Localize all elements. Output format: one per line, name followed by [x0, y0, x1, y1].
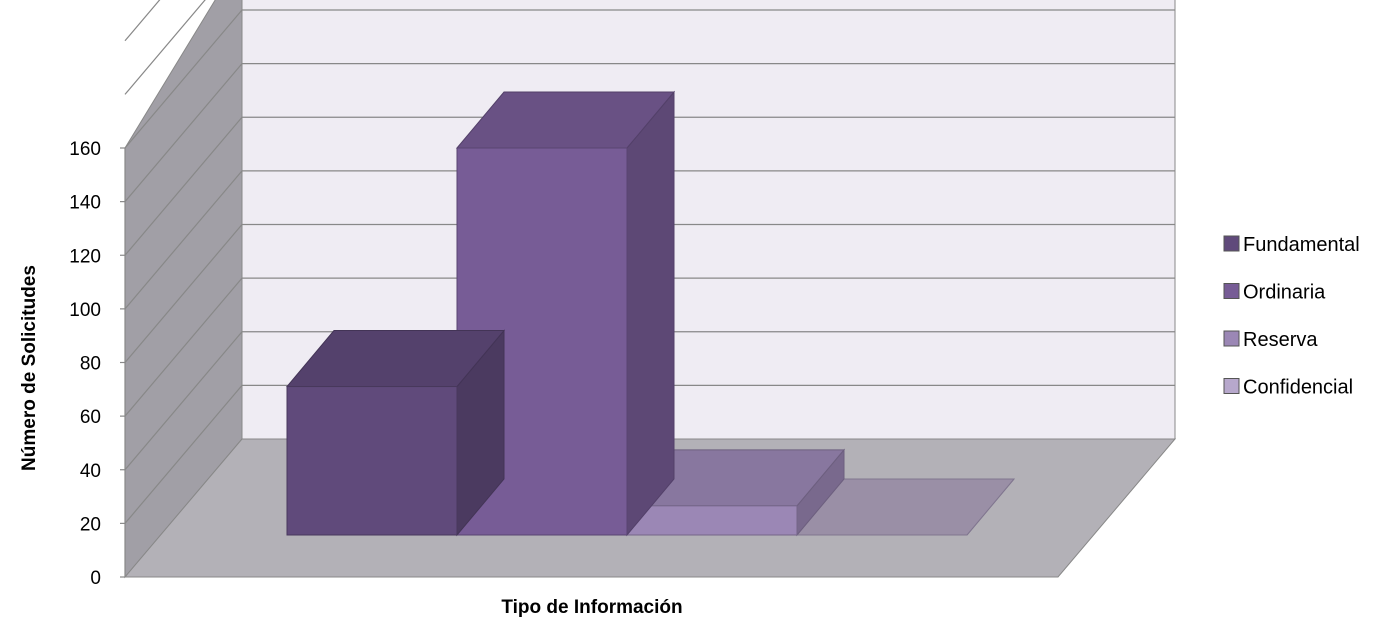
bar-front-face: [286, 386, 458, 536]
bar-reserva: [625, 448, 846, 537]
legend-label-fundamental: Fundamental: [1243, 234, 1360, 256]
y-axis-title: Número de Solicitudes: [19, 265, 40, 471]
y-tick-label: 120: [69, 246, 101, 267]
gridline-side: [124, 0, 206, 95]
gridline-side: [124, 224, 243, 363]
legend-label-confidencial: Confidencial: [1243, 377, 1353, 399]
y-tick-label: 60: [80, 407, 101, 428]
gridline-side: [124, 0, 161, 42]
gridline-side: [124, 170, 243, 310]
y-tick-label: 160: [69, 139, 101, 160]
gridline-side: [124, 9, 243, 149]
gridline-side: [124, 331, 243, 471]
bars: [285, 90, 1016, 537]
gridline-side: [124, 63, 243, 203]
y-axis-ticks: 0 20 40 60 80 100 120 140 160: [69, 139, 126, 589]
legend: Fundamental Ordinaria Reserva Confidencial: [1223, 234, 1360, 399]
legend-swatch-fundamental: [1223, 235, 1240, 252]
legend-label-ordinaria: Ordinaria: [1243, 282, 1326, 304]
gridline-side: [124, 384, 243, 524]
gridlines: [124, 0, 1175, 524]
bar-ordinaria: [455, 90, 676, 537]
gridline-side: [124, 277, 243, 417]
legend-swatch-reserva: [1223, 330, 1240, 347]
legend-label-reserva: Reserva: [1243, 329, 1318, 351]
bar-fundamental: [285, 329, 506, 537]
y-tick-label: 20: [80, 514, 101, 535]
legend-swatch-confidencial: [1223, 378, 1240, 394]
bar-front-face: [626, 505, 798, 536]
y-tick-label: 0: [90, 568, 101, 589]
legend-swatch-ordinaria: [1223, 283, 1240, 299]
bar-side-face: [626, 90, 675, 537]
y-tick-label: 100: [69, 300, 101, 321]
gridline-side: [124, 116, 243, 256]
y-tick-label: 40: [80, 461, 101, 482]
x-axis-title: Tipo de Información: [501, 597, 682, 618]
y-tick-label: 80: [80, 354, 101, 375]
y-tick-label: 140: [69, 193, 101, 214]
